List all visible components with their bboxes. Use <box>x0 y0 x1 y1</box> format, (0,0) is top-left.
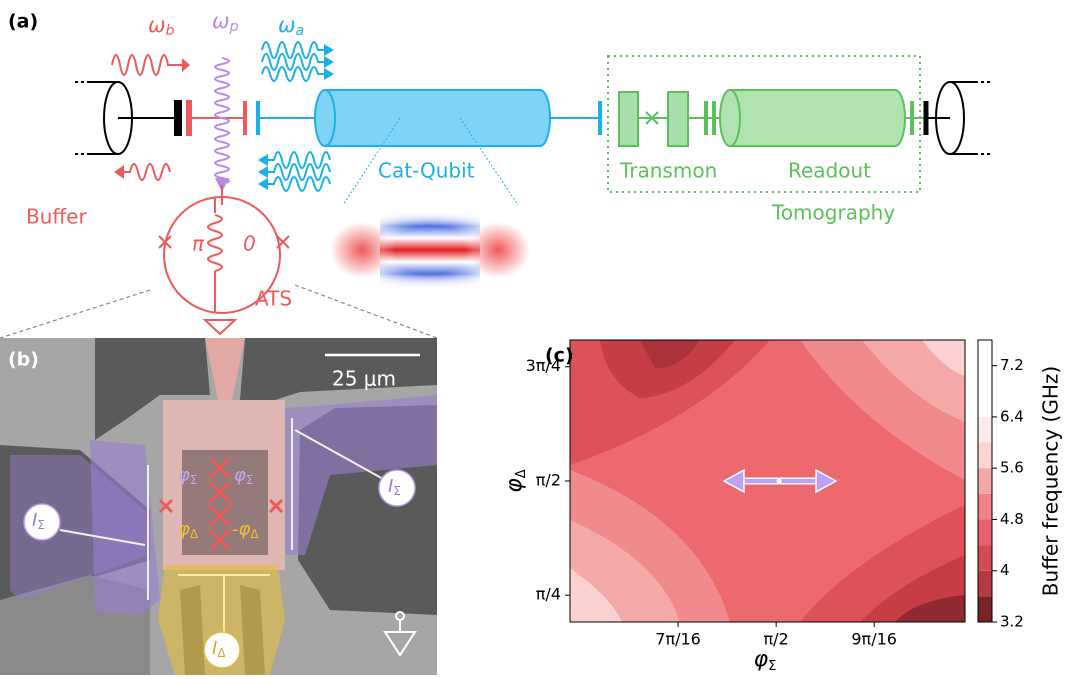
x-tick-label: 7π/16 <box>655 630 701 649</box>
colorbar-band <box>978 416 992 443</box>
zero-label: 0 <box>243 232 256 256</box>
panel-label: (b) <box>8 349 39 371</box>
buffer-label: Buffer <box>26 205 87 229</box>
ats-label: ATS <box>255 287 292 311</box>
minus-phi-delta: -φΔ <box>232 519 259 541</box>
left-connector <box>75 81 175 155</box>
panel-c: (c) φΣ φΔ Buffer frequency (GHz) 7π/16 π/… <box>502 339 1063 674</box>
i-sigma: IΣ <box>388 476 401 498</box>
junction-chain <box>158 456 284 552</box>
pi-label: π <box>192 232 205 256</box>
ground <box>383 620 417 657</box>
y-axis-label: φΔ <box>502 469 529 493</box>
y-tick-label: 3π/4 <box>526 356 561 375</box>
phi-sigma: φΣ <box>178 465 197 487</box>
colorbar-tick-label: 6.4 <box>1000 407 1024 425</box>
colorbar-tick-label: 4 <box>1000 561 1010 579</box>
phi-delta: φΔ <box>178 519 199 541</box>
colorbar-band <box>978 519 992 546</box>
x-tick-label: π/2 <box>764 630 789 649</box>
y-tick-label: π/2 <box>536 470 561 489</box>
y-tick-label: π/4 <box>536 585 561 604</box>
colorbar-tick-label: 4.8 <box>1000 510 1024 528</box>
tomography-box <box>607 55 921 193</box>
current-lines <box>59 418 386 640</box>
capacitor <box>243 101 247 135</box>
omega-p: ωp <box>212 9 239 35</box>
right-connector <box>923 81 990 155</box>
scale-label: 25 μm <box>332 367 396 391</box>
panel-b: (b) 25 μm φΣ φΣ φΔ -φΔ IΣ IΣ IΔ <box>0 338 437 675</box>
readout-label: Readout <box>788 159 871 183</box>
capacitor <box>186 100 192 136</box>
capacitor <box>256 101 260 135</box>
colorbar-tick-label: 5.6 <box>1000 459 1024 477</box>
colorbar-band <box>978 468 992 494</box>
i-sigma: IΣ <box>32 510 45 532</box>
waves <box>111 41 334 192</box>
current-badges <box>23 469 416 669</box>
wigner-function <box>330 117 530 290</box>
i-delta: IΔ <box>212 638 226 660</box>
omega-b: ωb <box>148 13 175 39</box>
colorbar-frame <box>977 339 993 623</box>
ground-node <box>395 611 405 621</box>
panel-a: (a) ωb ωp ωa Cat-Qubit Transmon Readout … <box>0 9 990 339</box>
colorbar-band <box>978 493 992 520</box>
transmon <box>618 89 925 147</box>
colorbar-band <box>978 570 992 597</box>
x-axis-label: φΣ <box>754 647 777 674</box>
colorbar-band <box>978 596 992 622</box>
x-tick-label: 9π/16 <box>851 630 897 649</box>
transmon-label: Transmon <box>619 159 717 183</box>
omega-a: ωa <box>278 13 304 39</box>
tomography-label: Tomography <box>771 201 895 225</box>
cat-cylinder <box>314 89 551 147</box>
colorbar-band <box>978 442 992 469</box>
ats-circuit <box>158 185 290 336</box>
cat-qubit-label: Cat-Qubit <box>378 159 475 183</box>
phi-sigma: φΣ <box>234 465 253 487</box>
overlays <box>10 338 437 675</box>
colorbar-label: Buffer frequency (GHz) <box>1039 366 1063 596</box>
panel-label: (a) <box>8 11 38 33</box>
colorbar-band <box>978 545 992 571</box>
colorbar-tick-label: 3.2 <box>1000 613 1024 631</box>
zoom-lines <box>0 284 438 339</box>
capacitor <box>174 100 182 136</box>
panel-label: (c) <box>545 345 574 367</box>
sweep-arrow <box>722 468 838 494</box>
capacitor <box>598 101 602 135</box>
colorbar-tick-label: 7.2 <box>1000 356 1024 374</box>
